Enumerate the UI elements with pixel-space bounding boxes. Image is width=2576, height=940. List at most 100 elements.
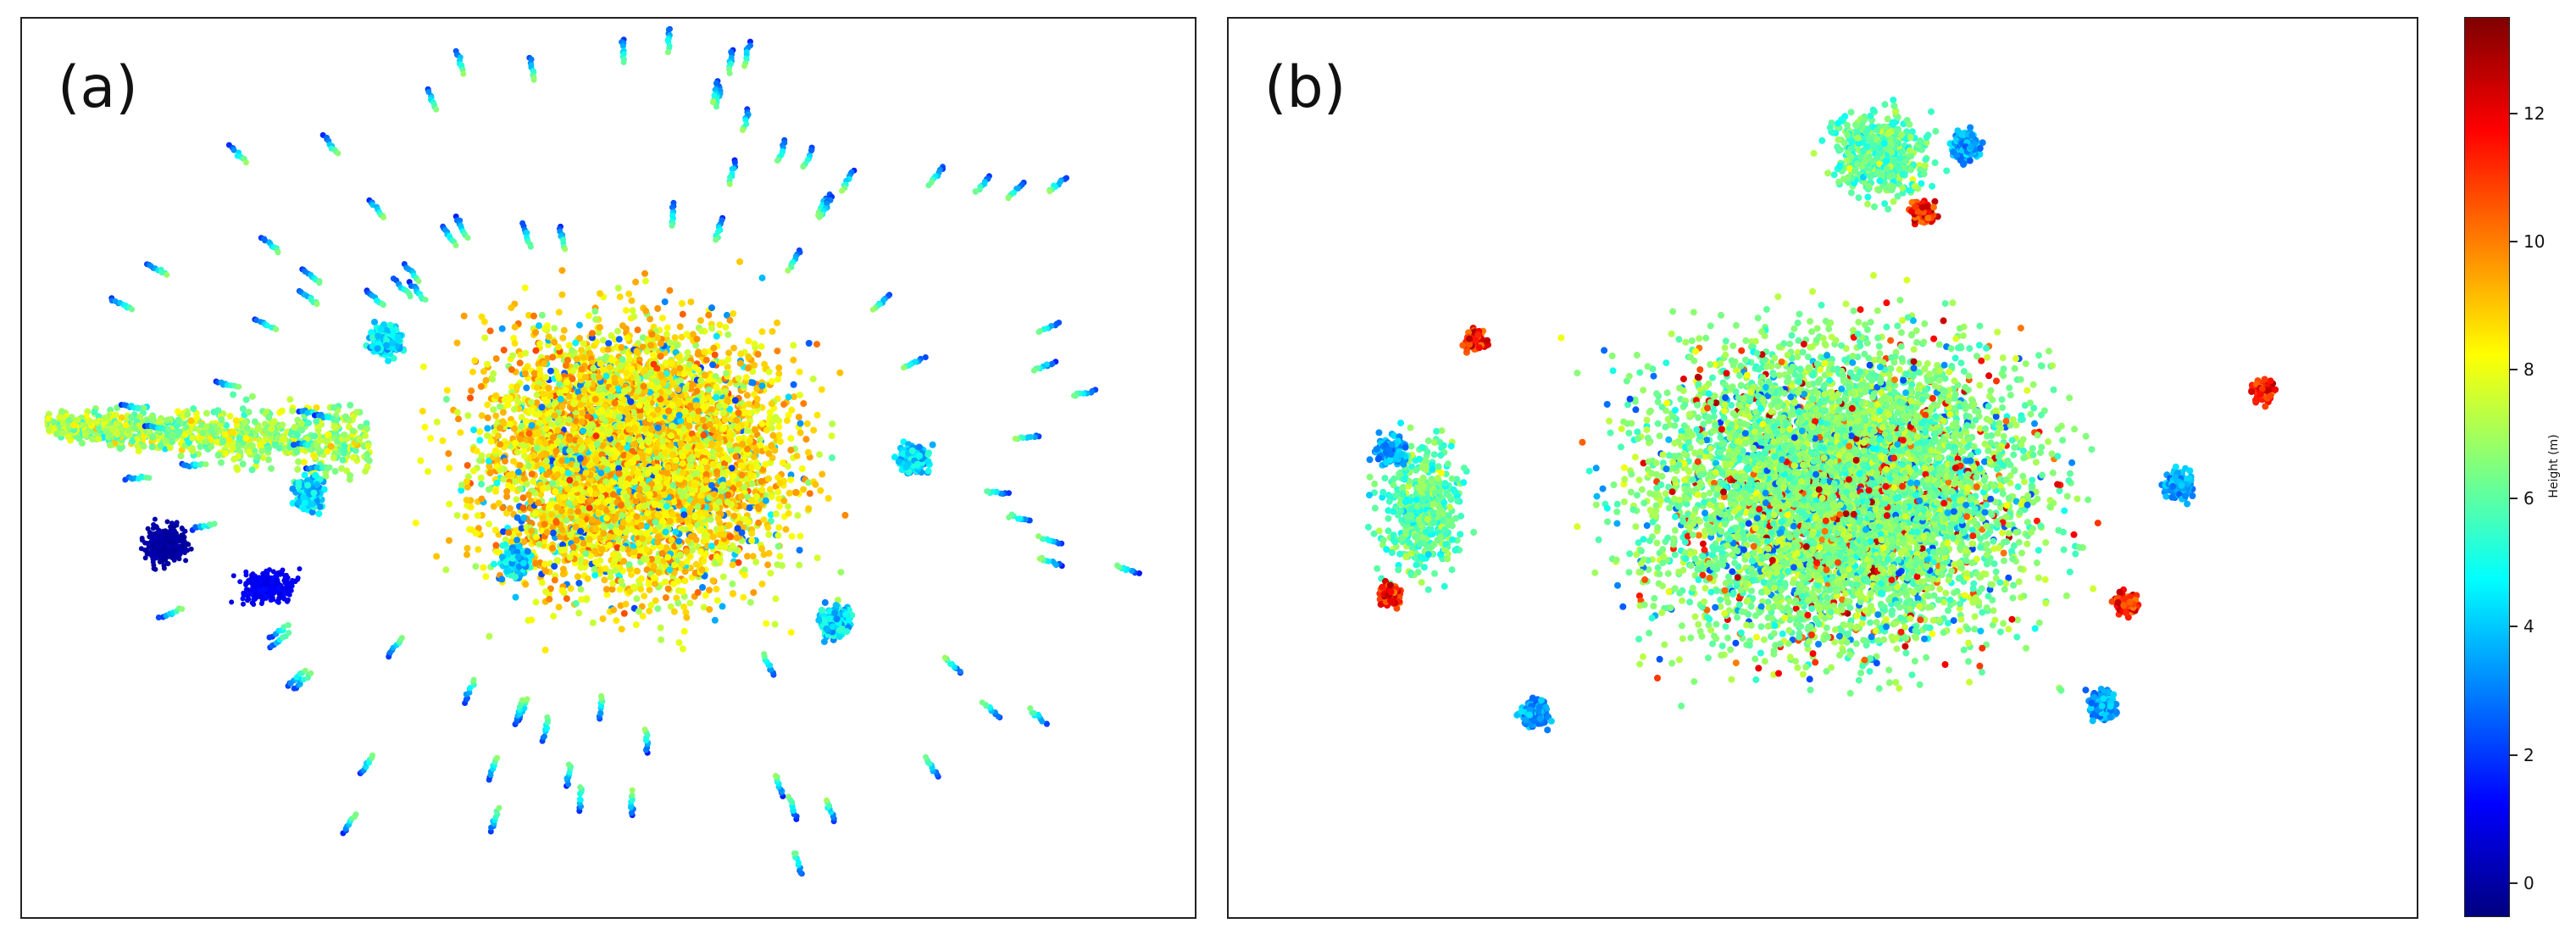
point <box>775 431 783 439</box>
point <box>576 372 584 379</box>
point <box>769 425 775 432</box>
point <box>486 632 493 640</box>
point <box>596 324 603 331</box>
point <box>586 504 593 512</box>
point <box>741 483 748 491</box>
point <box>560 493 568 501</box>
point <box>686 361 693 368</box>
point <box>458 481 465 489</box>
point <box>637 575 645 582</box>
point <box>713 586 720 592</box>
point <box>519 494 527 502</box>
point <box>776 438 784 445</box>
point <box>662 594 669 602</box>
point <box>732 453 740 460</box>
point <box>506 394 514 402</box>
point <box>663 331 670 338</box>
point <box>646 586 653 593</box>
point <box>774 488 782 496</box>
point <box>536 340 544 348</box>
point <box>636 402 643 409</box>
point <box>662 510 669 518</box>
point <box>705 386 713 393</box>
point <box>775 524 783 531</box>
point <box>766 409 774 416</box>
point <box>592 432 600 440</box>
point <box>713 394 720 401</box>
point <box>575 609 583 617</box>
point <box>641 270 648 277</box>
point <box>706 587 713 594</box>
point <box>710 344 718 352</box>
point <box>579 409 586 417</box>
point <box>492 542 500 549</box>
point <box>567 531 575 539</box>
point <box>795 414 802 421</box>
point <box>753 395 761 403</box>
point <box>689 410 697 418</box>
point <box>782 526 790 533</box>
point <box>560 326 568 334</box>
point <box>683 331 691 338</box>
point <box>578 494 586 502</box>
point <box>691 481 699 489</box>
point <box>523 384 530 392</box>
point <box>586 536 593 543</box>
point <box>816 451 824 459</box>
point <box>708 325 715 332</box>
point <box>702 533 710 541</box>
point <box>837 569 845 576</box>
point <box>714 515 722 523</box>
point <box>691 364 698 371</box>
point <box>668 537 675 544</box>
point <box>686 403 694 409</box>
point <box>828 432 836 440</box>
point <box>565 436 573 443</box>
point <box>709 448 717 456</box>
point <box>647 342 655 349</box>
point <box>591 548 599 555</box>
point <box>738 529 746 537</box>
point <box>794 512 802 520</box>
point <box>623 325 630 332</box>
point <box>805 505 813 513</box>
point <box>533 399 541 407</box>
point <box>633 513 641 520</box>
point <box>497 441 504 448</box>
point <box>484 414 491 421</box>
point <box>703 464 711 471</box>
point <box>712 416 719 424</box>
point <box>606 364 613 371</box>
point <box>737 350 745 358</box>
point <box>671 334 679 342</box>
point <box>680 603 688 610</box>
point <box>657 624 664 631</box>
point <box>549 529 557 537</box>
point <box>768 442 775 449</box>
point <box>537 491 545 498</box>
point <box>457 429 464 437</box>
point <box>638 603 646 610</box>
point <box>787 435 795 442</box>
point <box>653 334 661 342</box>
point <box>559 334 567 342</box>
point <box>675 353 683 361</box>
point <box>828 454 836 462</box>
point <box>693 387 701 395</box>
point <box>841 511 849 519</box>
point <box>747 598 754 606</box>
point <box>751 361 758 369</box>
point <box>532 329 540 337</box>
point <box>625 290 633 298</box>
point <box>686 599 694 607</box>
point <box>564 357 571 364</box>
point <box>674 342 680 349</box>
point <box>754 464 761 471</box>
point <box>734 525 741 532</box>
point <box>653 378 661 386</box>
point <box>681 408 689 415</box>
point <box>723 311 730 319</box>
point <box>710 491 718 498</box>
point <box>427 435 435 442</box>
point <box>553 503 561 511</box>
